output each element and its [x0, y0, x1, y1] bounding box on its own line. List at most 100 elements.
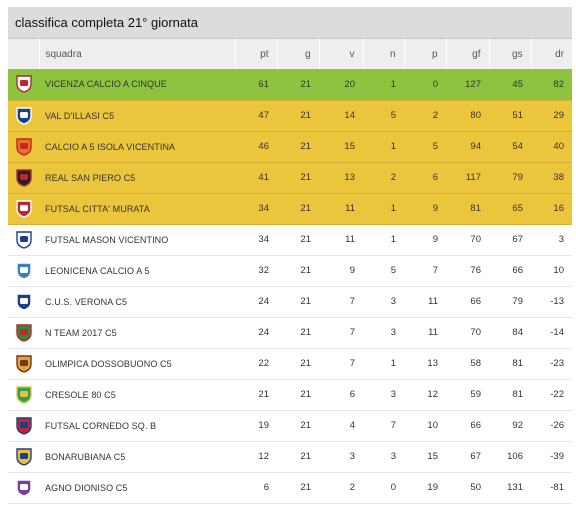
column-header-gf[interactable]: gf — [446, 39, 490, 69]
stat-gs: 45 — [489, 69, 531, 101]
stat-n: 1 — [390, 358, 396, 369]
table-row[interactable]: LEONICENA CALCIO A 5 32 21 9 5 7 76 66 10 — [8, 255, 572, 286]
column-header-squadra[interactable]: squadra — [39, 39, 236, 69]
table-row[interactable]: C.U.S. VERONA C5 24 21 7 3 11 66 79 -13 — [8, 286, 572, 317]
stat-v: 11 — [319, 193, 363, 225]
stat-dr: -23 — [550, 358, 564, 369]
stat-g: 21 — [300, 389, 311, 400]
stat-pt: 24 — [258, 327, 269, 338]
stat-p: 13 — [427, 358, 438, 369]
stat-n: 1 — [363, 69, 404, 101]
stat-gf: 80 — [446, 100, 489, 132]
table-header-row: squadra pt g v n p gf gs dr — [8, 39, 572, 69]
column-header-pt[interactable]: pt — [235, 39, 278, 69]
team-name[interactable]: OLIMPICA DOSSOBUONO C5 — [45, 358, 172, 369]
table-row[interactable]: VICENZA CALCIO A CINQUE 61 21 20 1 0 127 45 82 — [8, 69, 572, 101]
stat-pt: 22 — [258, 358, 269, 369]
team-name[interactable]: CALCIO A 5 ISOLA VICENTINA — [39, 131, 235, 163]
stat-p: 12 — [427, 389, 438, 400]
team-name[interactable]: LEONICENA CALCIO A 5 — [45, 265, 150, 276]
stat-gs: 79 — [512, 296, 523, 307]
table-row[interactable]: N TEAM 2017 C5 24 21 7 3 11 70 84 -14 — [8, 317, 572, 348]
futsal-citta-murata-crest-icon — [15, 199, 32, 218]
table-row[interactable]: OLIMPICA DOSSOBUONO C5 22 21 7 1 13 58 81 -23 — [8, 348, 572, 379]
stat-g: 21 — [277, 131, 319, 163]
leonicena-crest-icon — [15, 261, 32, 280]
table-row[interactable]: VAL D'ILLASI C5 47 21 14 5 2 80 51 29 — [8, 100, 572, 132]
team-name[interactable]: FUTSAL CITTA' MURATA — [39, 193, 235, 225]
column-header-gs[interactable]: gs — [489, 39, 532, 69]
table-row[interactable]: FUTSAL MASON VICENTINO 34 21 11 1 9 70 67 3 — [8, 224, 572, 255]
team-name[interactable]: REAL SAN PIERO C5 — [39, 162, 235, 194]
stat-gf: 127 — [446, 69, 489, 101]
table-row[interactable]: CRESOLE 80 C5 21 21 6 3 12 59 81 -22 — [8, 379, 572, 410]
stat-v: 6 — [349, 389, 355, 400]
team-name[interactable]: CRESOLE 80 C5 — [45, 389, 116, 400]
stat-p: 0 — [404, 69, 446, 101]
stat-n: 3 — [390, 327, 396, 338]
team-name[interactable]: VAL D'ILLASI C5 — [39, 100, 235, 132]
stat-gf: 81 — [446, 193, 489, 225]
stat-g: 21 — [300, 296, 311, 307]
team-name[interactable]: FUTSAL MASON VICENTINO — [45, 234, 169, 245]
stat-n: 3 — [390, 451, 396, 462]
table-row[interactable]: REAL SAN PIERO C5 41 21 13 2 6 117 79 38 — [8, 162, 572, 194]
stat-n: 0 — [390, 482, 396, 493]
team-name[interactable]: VICENZA CALCIO A CINQUE — [39, 69, 235, 101]
team-name[interactable]: FUTSAL CORNEDO Sq. B — [45, 420, 157, 431]
stat-gs: 67 — [512, 234, 523, 245]
table-row[interactable]: FUTSAL CITTA' MURATA 34 21 11 1 9 81 65 16 — [8, 193, 572, 225]
futsal-cornedo-crest-icon — [15, 416, 32, 435]
stat-dr: -39 — [550, 451, 564, 462]
real-san-piero-crest-icon — [15, 168, 32, 187]
team-crest-cell — [8, 162, 39, 194]
stat-v: 11 — [345, 234, 355, 245]
table-row[interactable]: CALCIO A 5 ISOLA VICENTINA 46 21 15 1 5 94 54 40 — [8, 131, 572, 163]
team-name[interactable]: BONARUBIANA C5 — [45, 451, 126, 462]
stat-g: 21 — [277, 193, 319, 225]
column-header-p[interactable]: p — [404, 39, 447, 69]
stat-pt: 46 — [235, 131, 277, 163]
stat-dr: -14 — [550, 327, 564, 338]
stat-gs: 92 — [512, 420, 523, 431]
cus-verona-crest-icon — [15, 292, 32, 311]
stat-v: 7 — [349, 296, 355, 307]
stat-gs: 81 — [512, 389, 523, 400]
stat-gs: 51 — [489, 100, 531, 132]
stat-gs: 131 — [507, 482, 523, 493]
olimpica-dossobuono-crest-icon — [15, 354, 32, 373]
vicenza-crest-icon — [15, 75, 32, 93]
stat-gf: 50 — [470, 482, 481, 493]
isola-vicentina-crest-icon — [15, 137, 32, 156]
table-row[interactable]: AGNO DIONISO C5 6 21 2 0 19 50 131 -81 — [8, 472, 572, 503]
stat-g: 21 — [300, 451, 311, 462]
stat-p: 2 — [404, 100, 446, 132]
column-header-v[interactable]: v — [319, 39, 364, 69]
stat-p: 7 — [432, 265, 438, 276]
team-name[interactable]: AGNO DIONISO C5 — [45, 482, 128, 493]
column-header-dr[interactable]: dr — [555, 48, 564, 60]
stat-pt: 19 — [258, 420, 269, 431]
stat-gf: 94 — [446, 131, 489, 163]
column-header-g[interactable]: g — [277, 39, 320, 69]
table-row[interactable]: BONARUBIANA C5 12 21 3 3 15 67 106 -39 — [8, 441, 572, 472]
stat-gf: 59 — [470, 389, 481, 400]
bonarubiana-crest-icon — [15, 447, 32, 466]
stat-g: 21 — [277, 162, 319, 194]
team-crest-cell — [8, 317, 39, 348]
stat-gs: 65 — [489, 193, 531, 225]
stat-pt: 41 — [235, 162, 277, 194]
table-row[interactable]: FUTSAL CORNEDO Sq. B 19 21 4 7 10 66 92 -26 — [8, 410, 572, 441]
column-header-n[interactable]: n — [363, 39, 405, 69]
stat-dr: 3 — [558, 234, 564, 245]
stat-pt: 21 — [258, 389, 269, 400]
stat-gs: 84 — [512, 327, 523, 338]
stat-dr: 10 — [553, 265, 564, 276]
stat-p: 15 — [427, 451, 438, 462]
stat-gf: 70 — [470, 234, 481, 245]
stat-gs: 54 — [489, 131, 531, 163]
team-crest-cell — [8, 441, 39, 472]
team-name[interactable]: N TEAM 2017 C5 — [45, 327, 117, 338]
stat-dr: -13 — [550, 296, 564, 307]
team-name[interactable]: C.U.S. VERONA C5 — [45, 296, 128, 307]
